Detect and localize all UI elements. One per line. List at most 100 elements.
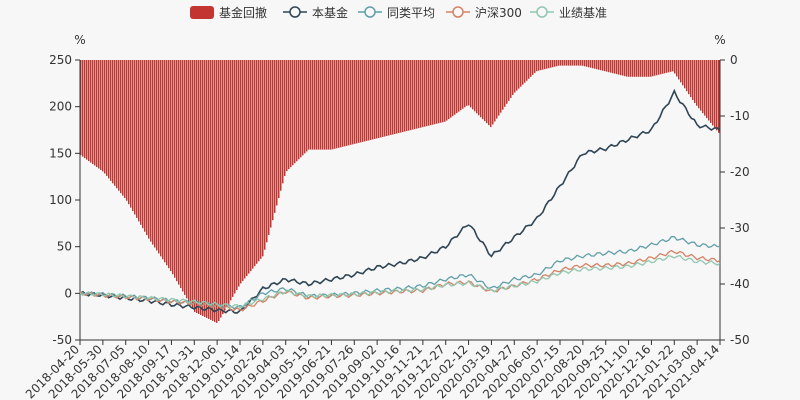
drawdown-bar bbox=[126, 60, 128, 201]
drawdown-bar bbox=[418, 60, 420, 129]
drawdown-bar bbox=[666, 60, 668, 73]
legend-swatch bbox=[190, 6, 214, 19]
drawdown-bar bbox=[508, 60, 510, 101]
drawdown-bar bbox=[168, 60, 170, 269]
drawdown-bar bbox=[140, 60, 142, 225]
drawdown-bar bbox=[188, 60, 190, 302]
drawdown-bar bbox=[162, 60, 164, 260]
drawdown-bar bbox=[88, 60, 90, 162]
drawdown-bar bbox=[676, 60, 678, 77]
drawdown-bars bbox=[80, 60, 720, 323]
drawdown-bar bbox=[644, 60, 646, 77]
drawdown-bar bbox=[684, 60, 686, 89]
drawdown-bar bbox=[710, 60, 712, 123]
drawdown-bar bbox=[102, 60, 104, 172]
drawdown-bar bbox=[528, 60, 530, 79]
drawdown-bar bbox=[224, 60, 226, 311]
left-tick-label: 50 bbox=[57, 240, 72, 254]
drawdown-bar bbox=[594, 60, 596, 69]
drawdown-bar bbox=[620, 60, 622, 76]
drawdown-bar bbox=[158, 60, 160, 254]
drawdown-bar bbox=[526, 60, 528, 81]
drawdown-bar bbox=[348, 60, 350, 146]
drawdown-bar bbox=[566, 60, 568, 66]
legend-label: 沪深300 bbox=[475, 6, 522, 20]
drawdown-bar bbox=[410, 60, 412, 131]
drawdown-bar bbox=[260, 60, 262, 259]
drawdown-bar bbox=[470, 60, 472, 108]
drawdown-bar bbox=[218, 60, 220, 321]
drawdown-bar bbox=[112, 60, 114, 184]
drawdown-bar bbox=[464, 60, 466, 108]
drawdown-bar bbox=[334, 60, 336, 149]
drawdown-bar bbox=[190, 60, 192, 306]
drawdown-bar bbox=[598, 60, 600, 70]
drawdown-bar bbox=[384, 60, 386, 137]
drawdown-bar bbox=[444, 60, 446, 122]
drawdown-bar bbox=[122, 60, 124, 196]
drawdown-bar bbox=[688, 60, 690, 95]
drawdown-bar bbox=[386, 60, 388, 136]
drawdown-bar bbox=[592, 60, 594, 69]
drawdown-bar bbox=[214, 60, 216, 322]
drawdown-bar bbox=[450, 60, 452, 118]
drawdown-bar bbox=[680, 60, 682, 83]
series-lines bbox=[79, 88, 721, 314]
drawdown-bar bbox=[312, 60, 314, 150]
drawdown-bar bbox=[146, 60, 148, 236]
drawdown-bar bbox=[652, 60, 654, 77]
drawdown-bar bbox=[296, 60, 298, 162]
drawdown-bar bbox=[368, 60, 370, 141]
drawdown-bar bbox=[344, 60, 346, 147]
drawdown-bar bbox=[696, 60, 698, 106]
drawdown-bar bbox=[500, 60, 502, 113]
drawdown-bar bbox=[546, 60, 548, 69]
left-axis-ticks: 250 200 150 100 50 0 -50% bbox=[49, 33, 86, 347]
drawdown-bar bbox=[686, 60, 688, 92]
drawdown-bar bbox=[494, 60, 496, 122]
drawdown-bar bbox=[104, 60, 106, 174]
drawdown-bar bbox=[626, 60, 628, 77]
legend-marker bbox=[536, 6, 548, 18]
drawdown-bar bbox=[602, 60, 604, 71]
drawdown-bar bbox=[706, 60, 708, 119]
drawdown-bar bbox=[498, 60, 500, 116]
drawdown-bar bbox=[264, 60, 266, 250]
drawdown-bar bbox=[558, 60, 560, 66]
drawdown-bar bbox=[328, 60, 330, 150]
series-line bbox=[79, 254, 721, 309]
drawdown-bar bbox=[174, 60, 176, 278]
drawdown-bar bbox=[640, 60, 642, 77]
drawdown-bar bbox=[294, 60, 296, 164]
legend[interactable]: 基金回撤 本基金 同类平均 沪深300 业绩基准 bbox=[190, 5, 607, 20]
right-tick-label: -20 bbox=[730, 165, 750, 179]
drawdown-bar bbox=[152, 60, 154, 245]
drawdown-bar bbox=[100, 60, 102, 170]
drawdown-bar bbox=[642, 60, 644, 77]
drawdown-bar bbox=[456, 60, 458, 114]
drawdown-bar bbox=[452, 60, 454, 117]
drawdown-bar bbox=[176, 60, 178, 282]
drawdown-bar bbox=[248, 60, 250, 274]
drawdown-bar bbox=[576, 60, 578, 66]
drawdown-bar bbox=[538, 60, 540, 71]
drawdown-bar bbox=[462, 60, 464, 109]
drawdown-bar bbox=[544, 60, 546, 70]
drawdown-bar bbox=[164, 60, 166, 263]
drawdown-bar bbox=[360, 60, 362, 143]
drawdown-bar bbox=[422, 60, 424, 128]
drawdown-bar bbox=[184, 60, 186, 295]
drawdown-bar bbox=[336, 60, 338, 149]
drawdown-bar bbox=[638, 60, 640, 77]
drawdown-bar bbox=[596, 60, 598, 70]
drawdown-bar bbox=[278, 60, 280, 199]
drawdown-bar bbox=[428, 60, 430, 126]
legend-label: 基金回撤 bbox=[219, 5, 267, 20]
drawdown-bar bbox=[532, 60, 534, 75]
drawdown-bar bbox=[502, 60, 504, 110]
drawdown-bar bbox=[136, 60, 138, 218]
left-tick-label: 250 bbox=[49, 53, 72, 67]
drawdown-bar bbox=[380, 60, 382, 138]
drawdown-bar bbox=[476, 60, 478, 114]
drawdown-bar bbox=[178, 60, 180, 285]
